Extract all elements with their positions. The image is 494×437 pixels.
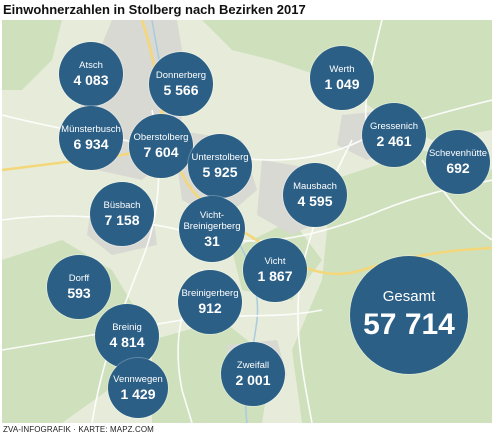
bubble-donnerberg: Donnerberg 5 566 [149, 52, 213, 116]
bubble-total: Gesamt 57 714 [350, 256, 468, 374]
bubble-vicht-breinigerberg: Vicht- Breinigerberg 31 [179, 196, 245, 262]
district-name: Atsch [79, 60, 103, 71]
district-name: Unterstolberg [191, 152, 249, 163]
district-value: 1 429 [120, 386, 156, 402]
district-value: 7 604 [143, 144, 179, 160]
total-value: 57 714 [363, 308, 455, 341]
district-value: 1 049 [324, 76, 360, 92]
district-value: 4 595 [297, 193, 333, 209]
bubble-atsch: Atsch 4 083 [59, 42, 123, 106]
district-name: Oberstolberg [133, 132, 189, 143]
district-value: 593 [67, 285, 91, 301]
map-title: Einwohnerzahlen in Stolberg nach Bezirke… [3, 2, 306, 17]
district-name: Donnerberg [155, 70, 207, 81]
bubble-unterstolberg: Unterstolberg 5 925 [188, 134, 252, 198]
district-name: Schevenhütte [428, 148, 488, 159]
bubble-vicht: Vicht 1 867 [243, 238, 307, 302]
district-value: 6 934 [73, 136, 109, 152]
district-value: 2 461 [376, 133, 412, 149]
bubble-schevenhuette: Schevenhütte 692 [426, 130, 490, 194]
district-name: Breinigerberg [181, 288, 239, 299]
district-name: Dorff [68, 273, 90, 284]
district-name: Vicht- Breinigerberg [183, 209, 241, 232]
district-name: Vicht [264, 256, 286, 267]
credit-line: ZVA-INFOGRAFIK · KARTE: MAPZ.COM [3, 425, 154, 434]
district-name: Mausbach [293, 181, 337, 192]
district-value: 5 925 [202, 164, 238, 180]
bubble-zweifall: Zweifall 2 001 [221, 342, 285, 406]
district-name: Gressenich [369, 121, 419, 132]
district-name: Vennwegen [113, 374, 163, 385]
district-value: 2 001 [235, 372, 271, 388]
district-value: 4 814 [109, 334, 145, 350]
district-name: Büsbach [103, 200, 141, 211]
bubble-buesbach: Büsbach 7 158 [90, 182, 154, 246]
bubble-breinigerberg: Breinigerberg 912 [178, 270, 242, 334]
district-name: Zweifall [236, 360, 270, 371]
bubble-breinig: Breinig 4 814 [95, 304, 159, 368]
bubble-vennwegen: Vennwegen 1 429 [108, 358, 168, 418]
district-value: 912 [198, 300, 222, 316]
district-name: Münsterbusch [61, 124, 121, 135]
district-value: 31 [204, 232, 220, 249]
district-value: 1 867 [257, 268, 293, 284]
total-label: Gesamt [382, 288, 436, 305]
district-value: 4 083 [73, 72, 109, 88]
bubble-oberstolberg: Oberstolberg 7 604 [129, 114, 193, 178]
bubble-werth: Werth 1 049 [310, 46, 374, 110]
bubble-mausbach: Mausbach 4 595 [283, 163, 347, 227]
bubble-dorff: Dorff 593 [47, 255, 111, 319]
district-value: 7 158 [104, 212, 140, 228]
bubble-muensterbusch: Münsterbusch 6 934 [59, 106, 123, 170]
bubble-gressenich: Gressenich 2 461 [362, 103, 426, 167]
district-name: Werth [329, 64, 355, 75]
district-value: 5 566 [163, 82, 199, 98]
district-name: Breinig [112, 322, 142, 333]
district-value: 692 [446, 160, 470, 176]
